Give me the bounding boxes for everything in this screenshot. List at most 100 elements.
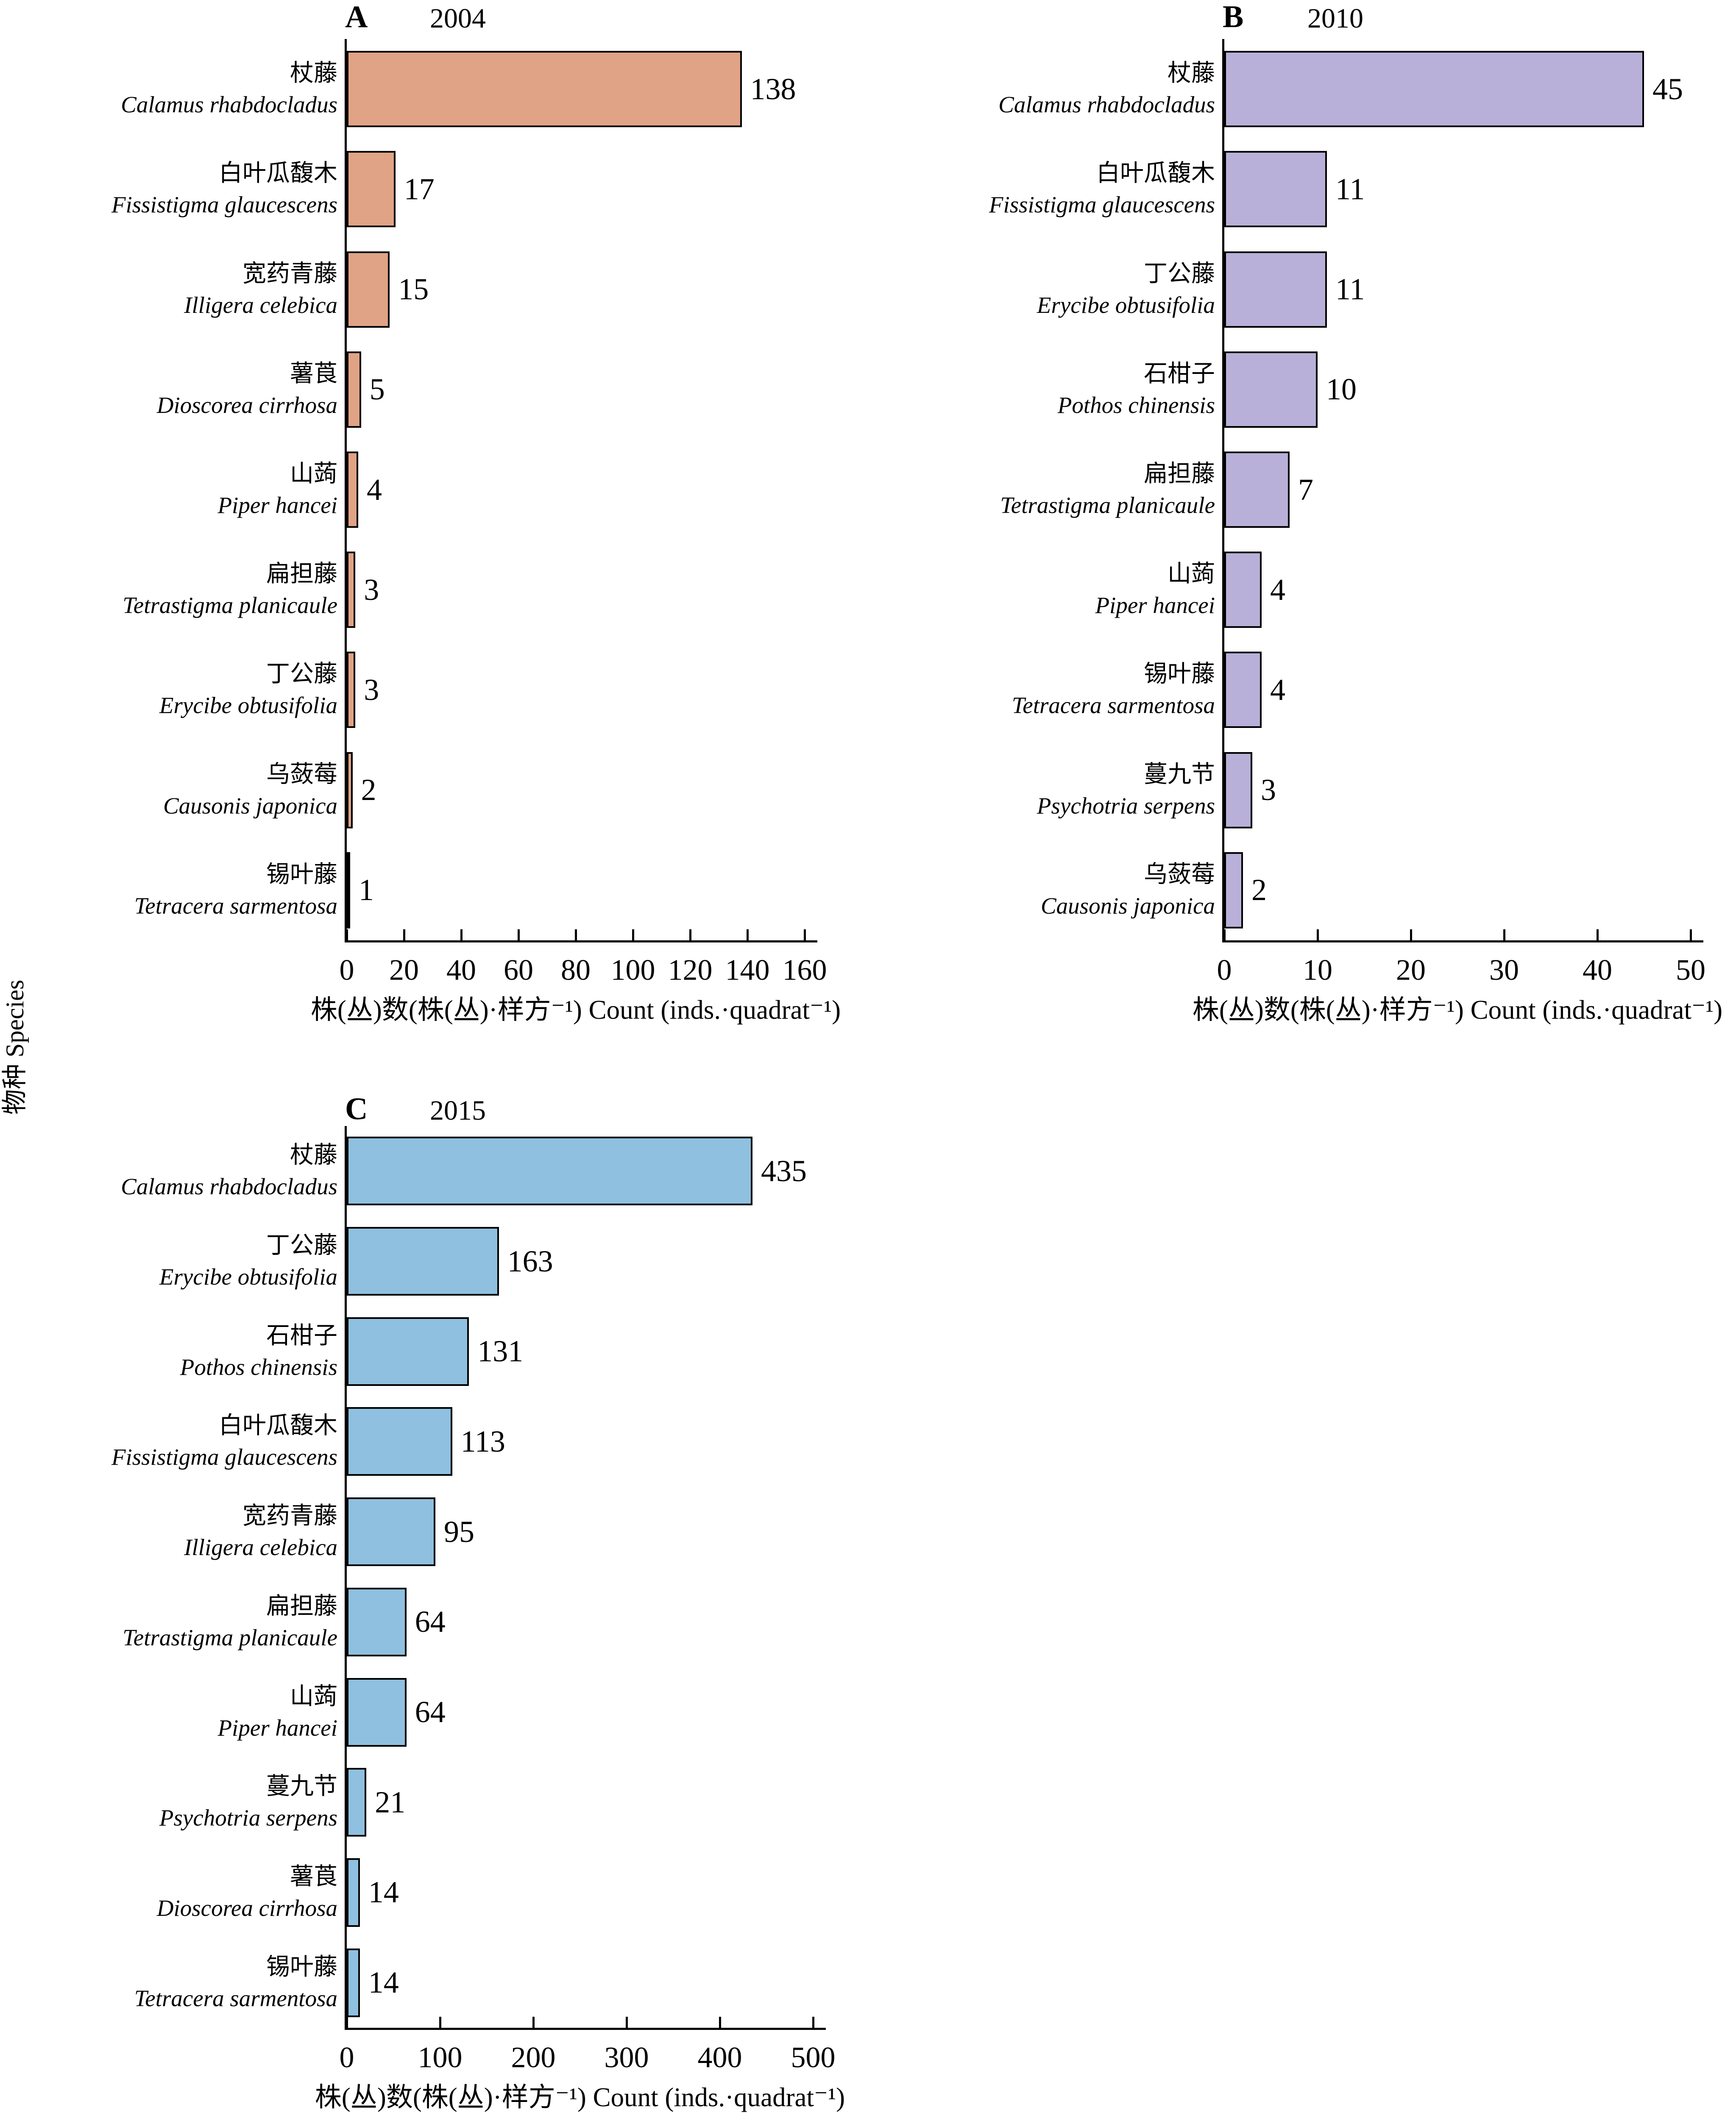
x-tick-mark: [812, 2017, 814, 2028]
species-name-latin: Calamus rhabdocladus: [121, 1174, 337, 1200]
bar-value-label: 15: [398, 272, 429, 307]
species-name-zh: 扁担藤: [266, 561, 337, 588]
bar-value-label: 4: [1270, 572, 1285, 607]
species-label: 白叶瓜馥木 Fissistigma glaucescens: [0, 157, 1215, 221]
species-label: 锡叶藤 Tetracera sarmentosa: [0, 1951, 337, 2015]
species-name-latin: Dioscorea cirrhosa: [156, 1895, 337, 1921]
species-label: 山蒟 Piper hancei: [0, 558, 1215, 622]
species-name-zh: 丁公藤: [266, 661, 337, 688]
x-tick-label: 100: [610, 954, 655, 987]
species-name-latin: Tetracera sarmentosa: [1012, 692, 1215, 719]
bar: [1224, 652, 1262, 728]
x-tick-label: 20: [1396, 954, 1426, 987]
species-label: 扁担藤 Tetrastigma planicaule: [0, 1590, 337, 1654]
bar-value-label: 64: [415, 1605, 446, 1639]
bar-value-label: 45: [1652, 72, 1683, 106]
x-axis-line: [1222, 940, 1703, 942]
bar: [347, 1497, 435, 1567]
species-name-zh: 锡叶藤: [266, 861, 337, 888]
bar: [347, 1587, 407, 1656]
species-name-zh: 白叶瓜馥木: [219, 1413, 337, 1439]
species-name-zh: 蔓九节: [1144, 761, 1215, 788]
x-tick-label: 200: [511, 2041, 556, 2074]
species-name-latin: Calamus rhabdocladus: [998, 92, 1215, 118]
x-tick-mark: [1410, 929, 1412, 940]
x-tick-label: 500: [791, 2041, 836, 2074]
x-tick-label: 40: [446, 954, 476, 987]
species-name-latin: Causonis japonica: [163, 792, 337, 819]
bar-value-label: 11: [1335, 272, 1365, 307]
bar-value-label: 95: [444, 1514, 474, 1549]
bar: [347, 1137, 752, 1206]
bar-value-label: 17: [404, 172, 435, 206]
bar: [347, 652, 356, 728]
x-tick-mark: [1316, 929, 1319, 940]
x-tick-label: 160: [782, 954, 827, 987]
species-name-zh: 乌蔹莓: [266, 761, 337, 788]
species-name-zh: 乌蔹莓: [1144, 861, 1215, 888]
species-name-zh: 丁公藤: [266, 1232, 337, 1259]
bar-value-label: 4: [367, 472, 382, 507]
species-label: 杖藤 Calamus rhabdocladus: [0, 57, 337, 121]
species-name-latin: Fissistigma glaucescens: [111, 1444, 337, 1470]
species-name-latin: Tetrastigma planicaule: [123, 592, 337, 619]
species-name-zh: 杖藤: [290, 60, 337, 87]
species-name-latin: Erycibe obtusifolia: [159, 1264, 337, 1290]
bar-value-label: 2: [1251, 873, 1267, 907]
bar: [347, 1948, 360, 2017]
y-axis-line: [1222, 39, 1224, 942]
bar: [347, 1768, 367, 1837]
species-label: 石柑子 Pothos chinensis: [0, 358, 1215, 421]
x-tick-mark: [689, 929, 691, 940]
species-label: 蔓九节 Psychotria serpens: [0, 758, 1215, 822]
species-name-latin: Tetrastigma planicaule: [123, 1624, 337, 1650]
bar: [347, 452, 358, 528]
species-name-zh: 白叶瓜馥木: [219, 160, 337, 187]
species-name-latin: Piper hancei: [1095, 592, 1215, 619]
panel-letter-b: B: [1223, 0, 1244, 34]
species-name-latin: Erycibe obtusifolia: [1037, 292, 1215, 318]
x-tick-mark: [517, 929, 520, 940]
bar: [1224, 251, 1327, 328]
y-axis-label: 物种 Species: [1, 979, 29, 1115]
bar: [1224, 151, 1327, 228]
x-tick-label: 50: [1676, 954, 1705, 987]
species-name-zh: 扁担藤: [1144, 461, 1215, 487]
x-tick-mark: [460, 929, 463, 940]
x-tick-label: 0: [1217, 954, 1232, 987]
species-label: 扁担藤 Tetrastigma planicaule: [0, 558, 337, 622]
species-name-latin: Psychotria serpens: [159, 1805, 337, 1831]
species-name-latin: Pothos chinensis: [1057, 392, 1215, 418]
x-tick-mark: [625, 2017, 628, 2028]
bar-value-label: 1: [359, 873, 374, 907]
x-tick-mark: [403, 929, 405, 940]
bar: [347, 852, 350, 928]
bar-value-label: 131: [477, 1334, 524, 1369]
bar: [347, 351, 361, 428]
x-tick-label: 140: [725, 954, 770, 987]
x-tick-mark: [1503, 929, 1505, 940]
species-label: 乌蔹莓 Causonis japonica: [0, 859, 1215, 922]
species-label: 杖藤 Calamus rhabdocladus: [0, 57, 1215, 121]
x-tick-label: 40: [1583, 954, 1612, 987]
bar-value-label: 435: [761, 1154, 807, 1188]
bar-value-label: 163: [507, 1244, 553, 1278]
species-label: 白叶瓜馥木 Fissistigma glaucescens: [0, 1410, 337, 1473]
x-tick-mark: [803, 929, 806, 940]
species-name-zh: 薯莨: [290, 360, 337, 387]
bar-value-label: 3: [364, 672, 379, 707]
species-name-latin: Illigera celebica: [184, 1534, 337, 1561]
panel-letter-c: C: [345, 1092, 368, 1126]
bar: [347, 552, 356, 628]
x-axis-label-2010: 株(丛)数(株(丛)·样方⁻¹) Count (inds.·quadrat⁻¹): [1192, 995, 1723, 1025]
species-name-zh: 白叶瓜馥木: [1096, 160, 1215, 187]
x-tick-mark: [746, 929, 749, 940]
species-label: 锡叶藤 Tetracera sarmentosa: [0, 859, 337, 922]
species-label: 杖藤 Calamus rhabdocladus: [0, 1139, 337, 1203]
y-axis-line: [345, 1126, 347, 2030]
x-axis-label-2004: 株(丛)数(株(丛)·样方⁻¹) Count (inds.·quadrat⁻¹): [310, 995, 841, 1025]
